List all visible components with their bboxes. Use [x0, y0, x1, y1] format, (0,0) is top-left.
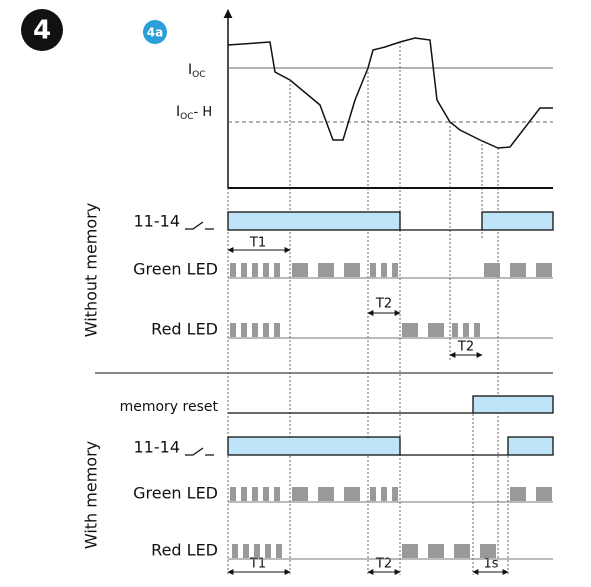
- led-pulse: [344, 263, 360, 277]
- relay-on: [507, 436, 554, 456]
- interval-label: T1: [249, 557, 266, 572]
- ioc-label: IOC: [188, 62, 206, 80]
- led-pulse: [252, 487, 258, 501]
- led-pulse: [536, 487, 552, 501]
- row-label: Green LED: [133, 484, 218, 503]
- row-label: 11-14: [134, 438, 181, 457]
- current-curve: [227, 37, 553, 149]
- led-pulse: [428, 544, 444, 558]
- led-pulse: [263, 487, 269, 501]
- led-pulse: [254, 544, 260, 558]
- led-pulse: [292, 487, 308, 501]
- led-pulse: [252, 263, 258, 277]
- led-pulse: [241, 323, 247, 337]
- led-pulse: [454, 544, 470, 558]
- led-pulse: [344, 487, 360, 501]
- row-label: Red LED: [151, 320, 218, 339]
- led-pulse: [428, 323, 444, 337]
- interval-label: T2: [375, 297, 392, 312]
- panel-label: 4a: [147, 26, 163, 40]
- led-pulse: [263, 323, 269, 337]
- led-pulse: [230, 263, 236, 277]
- led-pulse: [243, 544, 249, 558]
- switch-symbol: [185, 221, 214, 230]
- led-pulse: [510, 263, 526, 277]
- section-title: Without memory: [82, 203, 101, 337]
- led-pulse: [276, 544, 282, 558]
- led-pulse: [381, 487, 387, 501]
- led-pulse: [318, 263, 334, 277]
- led-pulse: [241, 487, 247, 501]
- led-pulse: [392, 263, 398, 277]
- ioc-h-label: IOC- H: [176, 104, 212, 122]
- led-pulse: [392, 487, 398, 501]
- led-pulse: [402, 544, 418, 558]
- led-pulse: [370, 487, 376, 501]
- row-label: memory reset: [120, 399, 219, 415]
- led-pulse: [402, 323, 418, 337]
- relay-on: [481, 211, 554, 231]
- row-label: Red LED: [151, 541, 218, 560]
- section-title: With memory: [82, 441, 101, 549]
- led-pulse: [510, 487, 526, 501]
- reset-on: [472, 395, 554, 414]
- interval-label: T2: [457, 340, 474, 355]
- led-pulse: [536, 263, 552, 277]
- led-pulse: [381, 263, 387, 277]
- led-pulse: [274, 263, 280, 277]
- led-pulse: [274, 323, 280, 337]
- led-pulse: [480, 544, 496, 558]
- led-pulse: [292, 263, 308, 277]
- led-pulse: [318, 487, 334, 501]
- led-pulse: [370, 263, 376, 277]
- led-pulse: [452, 323, 458, 337]
- led-pulse: [263, 263, 269, 277]
- relay-on: [227, 211, 401, 231]
- switch-symbol: [185, 447, 214, 456]
- interval-label: T1: [249, 236, 266, 251]
- led-pulse: [265, 544, 271, 558]
- led-pulse: [484, 263, 500, 277]
- interval-label: T2: [375, 557, 392, 572]
- led-pulse: [230, 487, 236, 501]
- interval-label: 1s: [483, 557, 498, 572]
- led-pulse: [252, 323, 258, 337]
- figure-number: 4: [33, 16, 51, 46]
- led-pulse: [274, 487, 280, 501]
- row-label: 11-14: [134, 212, 181, 231]
- relay-on: [227, 436, 401, 456]
- figure-badge: [21, 9, 63, 51]
- panel-badge: [143, 20, 167, 44]
- led-pulse: [230, 323, 236, 337]
- led-pulse: [241, 263, 247, 277]
- led-pulse: [463, 323, 469, 337]
- led-pulse: [232, 544, 238, 558]
- led-pulse: [474, 323, 480, 337]
- row-label: Green LED: [133, 260, 218, 279]
